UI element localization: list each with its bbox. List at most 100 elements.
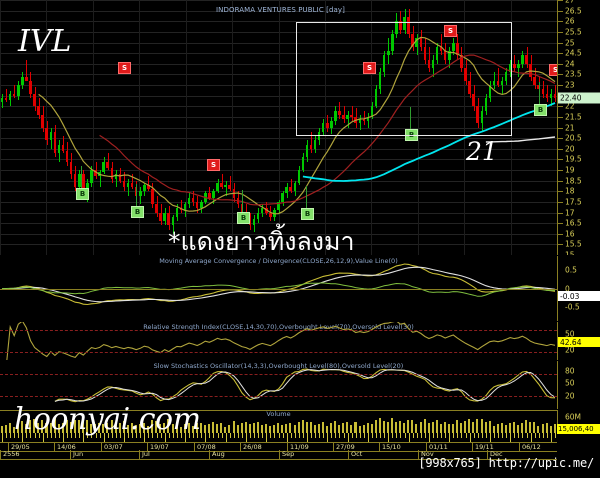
candle-body <box>224 184 227 187</box>
price-axis-label: 16 <box>565 229 575 239</box>
volume-bar <box>25 424 28 433</box>
volume-bar <box>98 422 101 433</box>
price-axis-tick <box>557 116 563 118</box>
volume-bar <box>427 422 430 433</box>
volume-bar <box>228 424 231 433</box>
candle-body <box>525 55 528 64</box>
volume-axis-spine <box>557 410 558 433</box>
volume-bar <box>277 422 280 433</box>
date-label: 26/08 <box>240 443 286 451</box>
volume-bar <box>163 422 166 433</box>
volume-bar <box>513 422 516 433</box>
marker-stem <box>242 190 243 212</box>
candle-body <box>326 123 329 128</box>
volume-bar <box>472 422 475 433</box>
date-tick <box>205 433 206 442</box>
volume-bar <box>395 421 398 433</box>
date-tick <box>193 433 194 438</box>
macd-value-badge: -0.03 <box>558 291 600 301</box>
candle-body <box>476 106 479 124</box>
volume-bar <box>273 424 276 433</box>
date-tick <box>547 433 548 438</box>
date-label: 29/05 <box>8 443 54 451</box>
volume-bar <box>447 424 450 433</box>
candle-body <box>334 110 337 122</box>
date-tick <box>136 433 137 438</box>
date-tick <box>104 433 105 442</box>
volume-bar <box>460 422 463 433</box>
candle-body <box>252 218 256 226</box>
candle-body <box>143 184 146 192</box>
indicator-line <box>2 266 556 303</box>
price-axis-label: 18 <box>565 186 575 196</box>
date-tick <box>55 433 56 438</box>
candle-body <box>374 89 378 107</box>
date-tick <box>35 433 36 438</box>
rsi-panel[interactable]: Relative Strength Index(CLOSE,14,30,70),… <box>0 322 557 360</box>
date-tick <box>209 433 210 438</box>
candle-body <box>82 174 85 196</box>
volume-bar <box>191 425 194 433</box>
gridline-vertical <box>279 0 280 255</box>
volume-bar <box>143 422 146 433</box>
volume-bar <box>439 423 442 433</box>
date-tick <box>91 433 92 438</box>
candle-body <box>228 184 231 190</box>
macd-panel[interactable]: Moving Average Convergence / Divergence(… <box>0 256 557 321</box>
candle-body <box>399 21 402 30</box>
volume-bar <box>167 419 170 433</box>
candle-body <box>110 167 114 179</box>
price-axis-tick <box>557 170 563 171</box>
date-axis[interactable]: 29/05 14/06 03/07 19/07 07/08 26/08 11/09 27/09… <box>0 433 557 460</box>
price-axis-tick <box>557 138 563 140</box>
volume-bar <box>244 422 247 433</box>
volume-bar <box>297 421 300 433</box>
month-label: Jul <box>139 450 209 459</box>
date-tick <box>63 433 64 442</box>
moving-average-line <box>485 136 556 143</box>
candle-body <box>269 212 272 217</box>
stochastics-axis-label-80: 80 <box>565 366 575 376</box>
indicator-line <box>54 368 556 402</box>
gridline-horizontal <box>0 127 557 129</box>
date-tick <box>299 433 300 438</box>
volume-bar <box>29 420 32 433</box>
candle-body <box>472 93 475 107</box>
candle-body <box>415 38 418 47</box>
volume-bar <box>350 425 353 433</box>
date-tick <box>230 433 231 438</box>
date-tick <box>169 433 170 438</box>
volume-bar <box>358 426 361 433</box>
volume-panel[interactable]: Volume <box>0 410 557 433</box>
volume-bar <box>529 421 532 433</box>
price-axis-tick <box>557 106 563 108</box>
price-axis-tick <box>557 244 563 246</box>
month-label: Jun <box>70 450 140 459</box>
candle-body <box>195 201 199 209</box>
volume-bar <box>139 424 142 433</box>
candle-body <box>216 182 219 192</box>
volume-bar <box>256 421 259 433</box>
gridline-horizontal <box>0 180 557 182</box>
buy-signal-marker: B <box>534 104 547 116</box>
candle-body <box>260 208 264 213</box>
candle-body <box>69 161 73 175</box>
candle-wick <box>132 174 133 190</box>
date-tick <box>417 433 418 438</box>
price-axis-label: 23 <box>565 80 575 90</box>
price-axis-tick <box>557 53 563 55</box>
date-tick <box>486 433 487 438</box>
candle-body <box>155 204 158 213</box>
price-axis-tick <box>557 180 563 182</box>
price-axis-tick <box>557 148 563 150</box>
candle-body <box>4 97 8 100</box>
price-axis[interactable]: 2726.52625.52524.52423.52322.52221.52120… <box>557 0 600 255</box>
price-axis-tick <box>557 191 563 193</box>
stochastics-panel[interactable]: Slow Stochastics Oscillator(14,3,3),Over… <box>0 361 557 409</box>
volume-bar <box>269 426 272 433</box>
volume-bar <box>49 422 52 433</box>
price-axis-label: 24 <box>565 59 575 69</box>
candle-body <box>358 119 362 124</box>
volume-bar <box>236 425 239 433</box>
